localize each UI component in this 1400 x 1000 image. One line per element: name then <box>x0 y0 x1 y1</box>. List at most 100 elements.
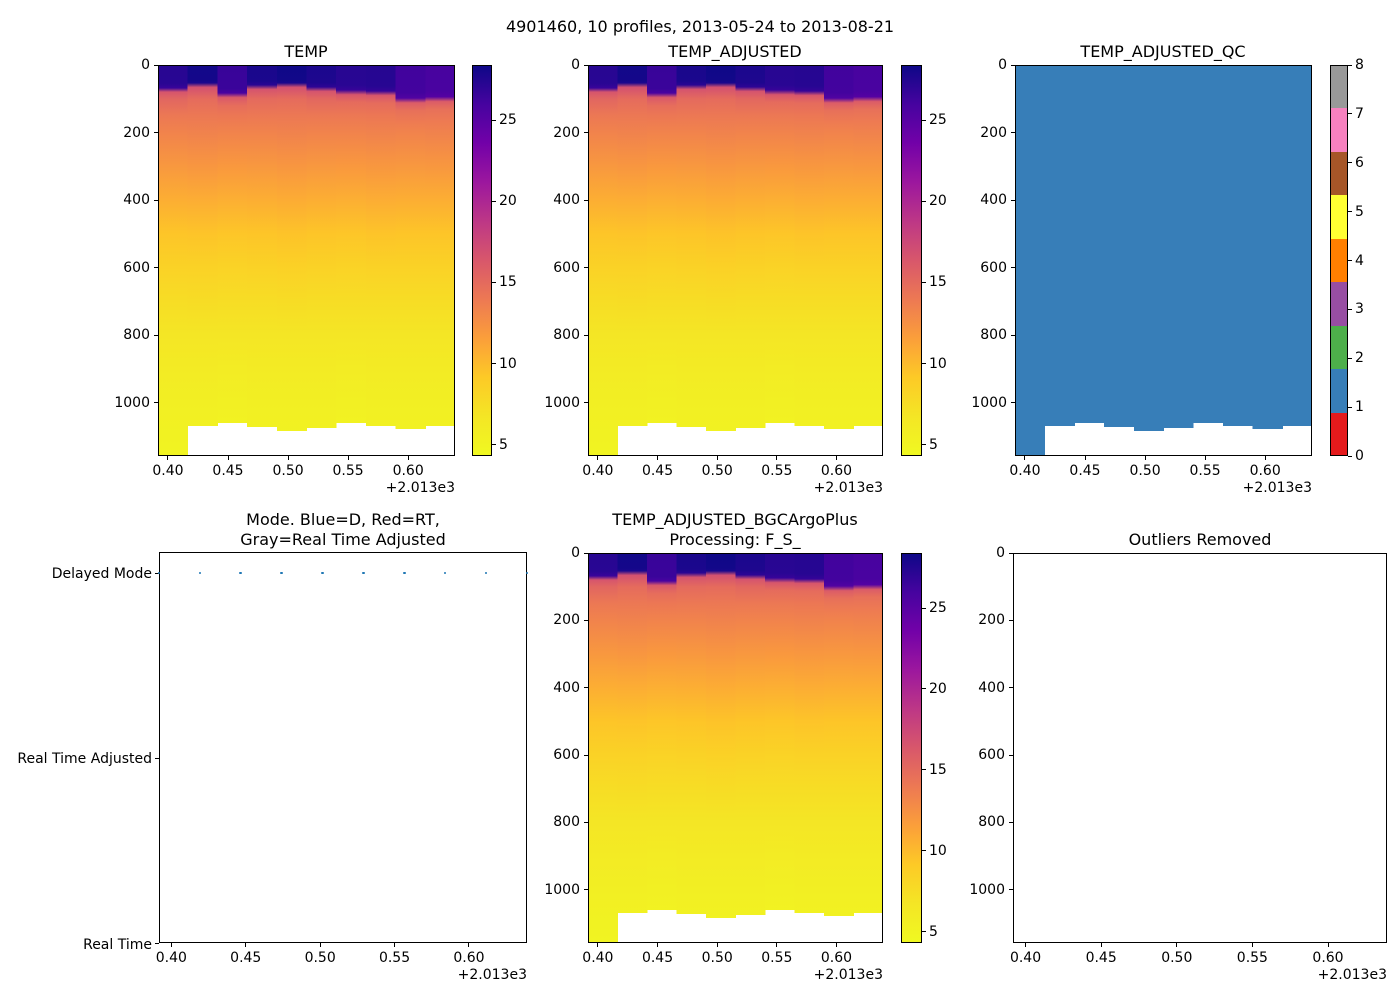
xtick-temp_bgc-0 <box>597 943 599 947</box>
ytick-label-temp_adjusted_qc-0: 0 <box>998 57 1007 73</box>
mode-scatter-point-7 <box>443 571 447 575</box>
panel-title-temp-bgc-line2: Processing: F_S_ <box>669 530 801 549</box>
xtick-temp_adjusted-3 <box>776 456 778 460</box>
qc-colorband-8 <box>1330 65 1348 109</box>
cbtick-temp_bgc-2 <box>922 769 926 771</box>
xtick-label-temp_bgc-2: 0.50 <box>701 950 733 966</box>
xtick-temp_bgc-4 <box>835 943 837 947</box>
xtick-temp_adjusted-4 <box>835 456 837 460</box>
xtick-outliers-0 <box>1025 943 1027 947</box>
ytick-label-temp_bgc-1: 200 <box>553 612 580 629</box>
cbtick-label-temp_adjusted_qc-4: 4 <box>1355 252 1364 269</box>
ytick-label-temp-5: 1000 <box>114 394 150 411</box>
axis-offset-label-outliers: +2.013e3 <box>1317 967 1387 983</box>
xtick-temp-2 <box>287 456 289 460</box>
ytick-mode-0 <box>155 572 159 574</box>
ytick-label-temp_adjusted-3: 600 <box>553 259 580 276</box>
cbtick-temp_bgc-4 <box>922 931 926 933</box>
cbtick-label-temp_bgc-0: 25 <box>929 600 947 617</box>
cbtick-temp_bgc-0 <box>922 607 926 609</box>
cbtick-temp-3 <box>492 363 496 365</box>
cbtick-label-temp_bgc-3: 10 <box>929 842 947 859</box>
heatmap-temp_adjusted_qc <box>1015 65 1312 456</box>
xtick-temp_adjusted-2 <box>716 456 718 460</box>
ytick-outliers-0 <box>1009 552 1013 554</box>
xtick-outliers-4 <box>1327 943 1329 947</box>
xtick-label-temp_bgc-4: 0.60 <box>820 950 853 966</box>
cbtick-label-temp_adjusted-2: 15 <box>929 274 947 291</box>
xtick-mode-4 <box>468 943 470 947</box>
cbtick-temp_adjusted_qc-2 <box>1348 357 1352 359</box>
cbtick-temp_adjusted-4 <box>922 444 926 446</box>
ytick-temp_adjusted_qc-4 <box>1011 334 1015 336</box>
cbtick-label-temp_adjusted-0: 25 <box>929 112 947 129</box>
xtick-temp_adjusted_qc-2 <box>1144 456 1146 460</box>
cbtick-temp_adjusted_qc-7 <box>1348 113 1352 115</box>
xtick-label-outliers-2: 0.50 <box>1161 950 1193 966</box>
xtick-label-temp-4: 0.60 <box>392 463 424 479</box>
xtick-label-temp_adjusted-2: 0.50 <box>701 463 733 479</box>
panel-title-mode: Mode. Blue=D, Red=RT, Gray=Real Time Adj… <box>240 510 446 550</box>
xtick-label-mode-4: 0.60 <box>453 950 485 966</box>
colorbar-temp_adjusted <box>901 65 922 456</box>
ytick-temp_bgc-2 <box>584 687 588 689</box>
mode-scatter-point-9 <box>525 571 529 575</box>
ytick-mode-2 <box>155 942 159 944</box>
qc-colorband-5 <box>1330 195 1348 240</box>
ytick-temp_adjusted-1 <box>584 132 588 134</box>
ytick-label-delayed-mode: Delayed Mode <box>51 566 152 582</box>
panel-title-temp-adjusted-qc: TEMP_ADJUSTED_QC <box>1080 42 1246 61</box>
xtick-label-temp-1: 0.45 <box>212 463 244 479</box>
xtick-temp-3 <box>347 456 349 460</box>
ytick-label-outliers-1: 200 <box>978 612 1005 629</box>
cbtick-label-temp-2: 15 <box>499 274 517 291</box>
mode-scatter-point-4 <box>321 571 324 575</box>
ytick-label-temp_adjusted_qc-4: 800 <box>980 327 1007 344</box>
ytick-label-temp-0: 0 <box>141 57 150 73</box>
qc-colorband-7 <box>1330 108 1348 153</box>
plot-frame-outliers <box>1013 553 1387 943</box>
ytick-outliers-3 <box>1009 754 1013 756</box>
colorbar-temp_bgc <box>901 553 922 943</box>
xtick-label-temp_adjusted_qc-0: 0.40 <box>1009 463 1041 479</box>
ytick-outliers-5 <box>1009 889 1013 891</box>
xtick-label-mode-2: 0.50 <box>304 950 336 966</box>
cbtick-temp-2 <box>492 281 496 283</box>
panel-title-temp-bgc: TEMP_ADJUSTED_BGCArgoPlus Processing: F_… <box>612 510 857 550</box>
qc-colorband-4 <box>1330 238 1348 283</box>
cbtick-label-temp_bgc-1: 20 <box>929 680 947 697</box>
cbtick-temp_adjusted_qc-6 <box>1348 162 1352 164</box>
xtick-temp_bgc-1 <box>657 943 659 947</box>
ytick-label-real-time: Real Time <box>83 937 152 953</box>
ytick-label-temp-2: 400 <box>123 192 150 209</box>
xtick-temp-0 <box>167 456 169 460</box>
xtick-temp_adjusted_qc-1 <box>1084 456 1086 460</box>
ytick-outliers-1 <box>1009 619 1013 621</box>
xtick-label-temp_adjusted_qc-1: 0.45 <box>1069 463 1101 479</box>
cbtick-temp_bgc-3 <box>922 850 926 852</box>
xtick-label-temp_adjusted_qc-4: 0.60 <box>1249 463 1281 479</box>
xtick-temp_adjusted_qc-0 <box>1024 456 1026 460</box>
xtick-temp-1 <box>227 456 229 460</box>
figure-title: 4901460, 10 profiles, 2013-05-24 to 2013… <box>505 17 895 36</box>
ytick-temp_adjusted-5 <box>584 402 588 404</box>
xtick-label-temp_adjusted-4: 0.60 <box>820 463 853 479</box>
ytick-label-outliers-2: 400 <box>978 679 1005 696</box>
xtick-label-temp_adjusted_qc-3: 0.55 <box>1189 463 1221 479</box>
axis-offset-label-temp: +2.013e3 <box>385 480 455 496</box>
ytick-label-outliers-4: 800 <box>978 814 1005 831</box>
panel-title-temp: TEMP <box>284 42 328 61</box>
xtick-label-outliers-1: 0.45 <box>1085 950 1117 966</box>
cbtick-temp_adjusted-3 <box>922 363 926 365</box>
heatmap-temp_bgc <box>588 553 883 943</box>
ytick-temp_bgc-5 <box>584 889 588 891</box>
heatmap-temp <box>158 65 455 456</box>
xtick-label-temp_bgc-1: 0.45 <box>641 950 674 966</box>
cbtick-label-temp_adjusted_qc-5: 5 <box>1355 203 1364 220</box>
panel-title-mode-line2: Gray=Real Time Adjusted <box>240 530 446 549</box>
ytick-temp_adjusted-3 <box>584 267 588 269</box>
cbtick-label-temp-1: 20 <box>499 193 517 210</box>
cbtick-temp_adjusted_qc-4 <box>1348 260 1352 261</box>
ytick-temp_bgc-4 <box>584 821 588 823</box>
